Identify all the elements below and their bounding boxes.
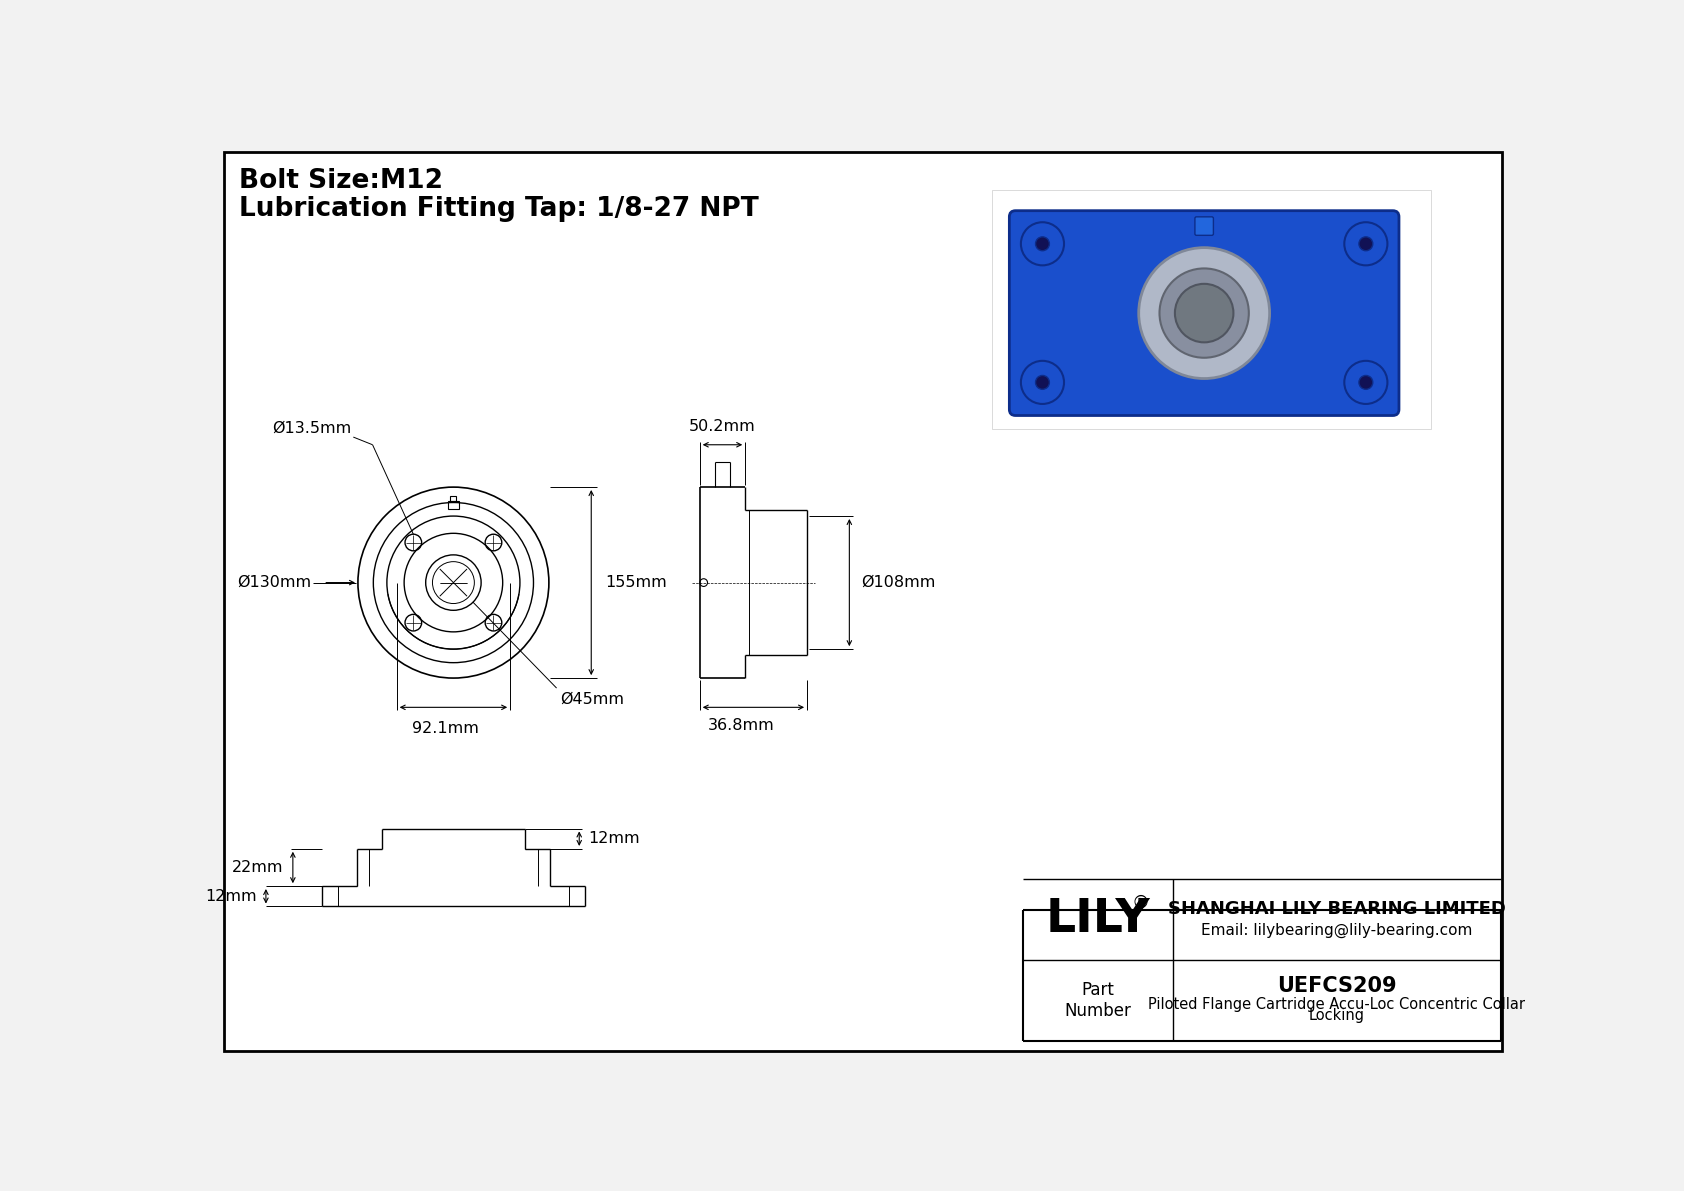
Circle shape xyxy=(1036,237,1049,251)
Text: 92.1mm: 92.1mm xyxy=(413,722,480,736)
Text: Locking: Locking xyxy=(1308,1009,1366,1023)
Text: Ø45mm: Ø45mm xyxy=(561,692,625,707)
Circle shape xyxy=(1344,361,1388,404)
Circle shape xyxy=(1175,283,1233,342)
Bar xyxy=(448,501,458,509)
Circle shape xyxy=(1036,375,1049,389)
Text: Email: lilybearing@lily-bearing.com: Email: lilybearing@lily-bearing.com xyxy=(1201,923,1474,937)
Text: Bolt Size:M12: Bolt Size:M12 xyxy=(239,168,443,194)
Circle shape xyxy=(1160,268,1250,357)
Circle shape xyxy=(1359,237,1372,251)
Text: 22mm: 22mm xyxy=(232,860,283,875)
Text: 36.8mm: 36.8mm xyxy=(707,718,775,734)
Text: SHANGHAI LILY BEARING LIMITED: SHANGHAI LILY BEARING LIMITED xyxy=(1169,899,1505,918)
Text: Part
Number: Part Number xyxy=(1064,981,1132,1019)
Text: UEFCS209: UEFCS209 xyxy=(1276,977,1396,997)
Circle shape xyxy=(1021,361,1064,404)
Circle shape xyxy=(1021,223,1064,266)
Text: 155mm: 155mm xyxy=(605,575,667,590)
FancyBboxPatch shape xyxy=(1196,217,1214,236)
Text: 12mm: 12mm xyxy=(588,831,640,846)
Text: 12mm: 12mm xyxy=(205,888,256,904)
Text: Ø130mm: Ø130mm xyxy=(237,575,312,590)
Text: 50.2mm: 50.2mm xyxy=(689,419,756,434)
Bar xyxy=(992,189,1431,429)
Circle shape xyxy=(1138,248,1270,379)
Text: ®: ® xyxy=(1132,893,1148,911)
Text: LILY: LILY xyxy=(1046,897,1150,942)
Text: Lubrication Fitting Tap: 1/8-27 NPT: Lubrication Fitting Tap: 1/8-27 NPT xyxy=(239,197,759,222)
Text: Piloted Flange Cartridge Accu-Loc Concentric Collar: Piloted Flange Cartridge Accu-Loc Concen… xyxy=(1148,997,1526,1011)
FancyBboxPatch shape xyxy=(1009,211,1399,416)
Text: Ø108mm: Ø108mm xyxy=(861,575,935,590)
Bar xyxy=(450,497,456,501)
Circle shape xyxy=(1344,223,1388,266)
Text: Ø13.5mm: Ø13.5mm xyxy=(271,420,350,436)
Circle shape xyxy=(1359,375,1372,389)
